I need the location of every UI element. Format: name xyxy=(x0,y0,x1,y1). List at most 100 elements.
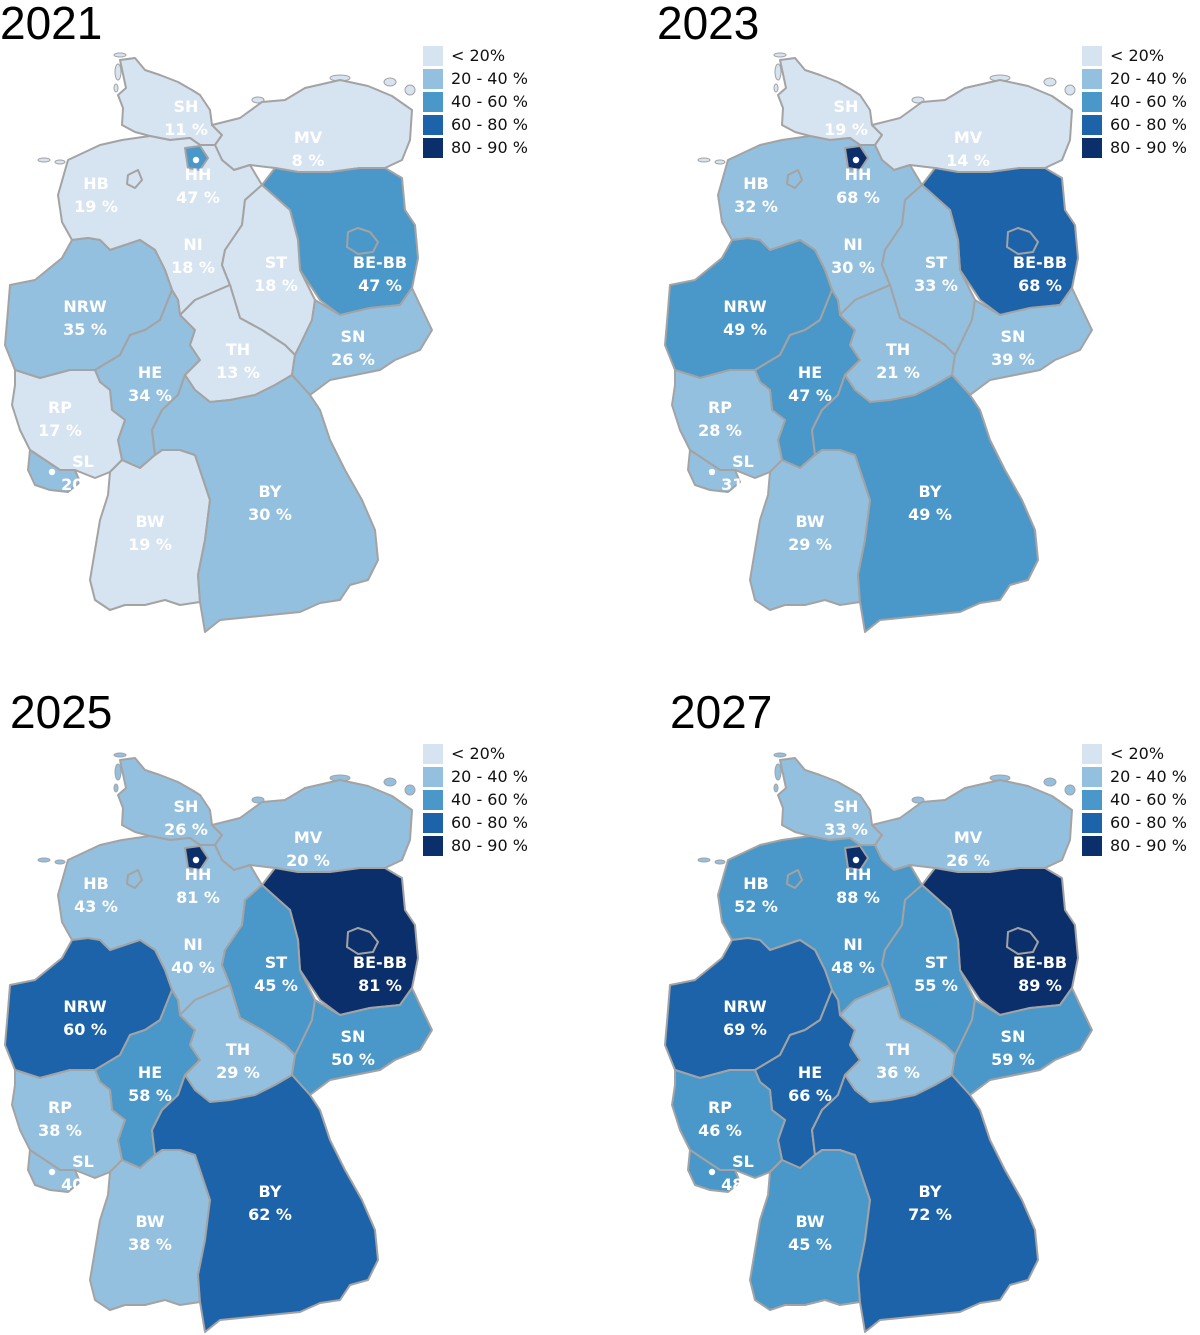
legend-swatch xyxy=(423,115,443,135)
legend-swatch xyxy=(423,790,443,810)
city-dot xyxy=(708,1168,716,1176)
legend-swatch xyxy=(423,767,443,787)
legend-swatch xyxy=(1082,767,1102,787)
island-shape xyxy=(404,84,416,96)
region-value-label: 30 % xyxy=(831,258,875,277)
island-shape xyxy=(383,777,397,787)
legend-label: < 20% xyxy=(451,46,506,65)
region-value-label: 31 % xyxy=(721,475,765,494)
region-value-label: 52 % xyxy=(734,897,778,916)
city-dot xyxy=(852,156,860,164)
legend-label: 40 - 60 % xyxy=(1110,92,1187,111)
region-value-label: 55 % xyxy=(914,976,958,995)
island-shape xyxy=(54,159,66,165)
region-value-label: 48 % xyxy=(721,1175,765,1194)
region-code-label: BY xyxy=(259,1182,282,1201)
island-shape xyxy=(773,83,779,93)
map-panel-2021: 2021 SH 11 % MV 8 % HB 19 % HH 47 % NI 18 % ST 18 %… xyxy=(0,0,600,667)
region-code-label: SN xyxy=(1001,1027,1026,1046)
region-code-label: HB xyxy=(83,174,109,193)
legend-label: < 20% xyxy=(1110,744,1165,763)
region-value-label: 29 % xyxy=(788,535,832,554)
legend-label: 40 - 60 % xyxy=(451,92,528,111)
region-code-label: HH xyxy=(185,165,212,184)
region-code-label: NI xyxy=(183,935,202,954)
region-value-label: 47 % xyxy=(358,276,402,295)
region-value-label: 45 % xyxy=(788,1235,832,1254)
region-code-label: HB xyxy=(83,874,109,893)
legend-swatch xyxy=(1082,46,1102,66)
island-shape xyxy=(1043,77,1057,87)
island-shape xyxy=(1064,84,1076,96)
legend-label: 40 - 60 % xyxy=(1110,790,1187,809)
map-panel-2025: 2025 SH 26 % MV 20 % HB 43 % HH 81 % NI 40 % ST 45 … xyxy=(0,667,600,1334)
legend-label: 80 - 90 % xyxy=(1110,836,1187,855)
island-shape xyxy=(114,763,122,781)
region-code-label: HE xyxy=(798,363,822,382)
region-code-label: RP xyxy=(708,398,732,417)
legend-label: < 20% xyxy=(451,744,506,763)
region-code-label: BW xyxy=(136,512,165,531)
map-year-title: 2025 xyxy=(10,686,113,738)
region-value-label: 50 % xyxy=(331,1050,375,1069)
island-shape xyxy=(113,752,127,758)
region-code-label: SH xyxy=(834,797,859,816)
region-value-label: 88 % xyxy=(836,888,880,907)
island-shape xyxy=(404,784,416,796)
island-shape xyxy=(37,857,51,863)
legend-label: 20 - 40 % xyxy=(451,767,528,786)
region-value-label: 34 % xyxy=(128,386,172,405)
region-code-label: BW xyxy=(796,512,825,531)
region-value-label: 47 % xyxy=(788,386,832,405)
city-dot xyxy=(852,856,860,864)
region-code-label: BY xyxy=(259,482,282,501)
region-value-label: 49 % xyxy=(723,320,767,339)
legend-swatch xyxy=(423,46,443,66)
island-shape xyxy=(113,783,119,793)
region-value-label: 68 % xyxy=(836,188,880,207)
legend-swatch xyxy=(1082,92,1102,112)
island-shape xyxy=(773,52,787,58)
berlin-outline xyxy=(1005,926,1040,956)
region-code-label: ST xyxy=(925,953,948,972)
region-value-label: 35 % xyxy=(63,320,107,339)
region-value-label: 66 % xyxy=(788,1086,832,1105)
region-value-label: 62 % xyxy=(248,1205,292,1224)
region-code-label: BW xyxy=(796,1212,825,1231)
region-code-label: ST xyxy=(925,253,948,272)
germany-map: SH 19 % MV 14 % HB 32 % HH 68 % NI 30 % ST 33 % BE-B… xyxy=(664,52,1093,633)
region-code-label: HB xyxy=(743,174,769,193)
island-shape xyxy=(37,157,51,163)
region-code-label: MV xyxy=(294,828,323,847)
region-code-label: RP xyxy=(708,1098,732,1117)
legend-label: 60 - 80 % xyxy=(1110,813,1187,832)
region-code-label: BW xyxy=(136,1212,165,1231)
region-value-label: 17 % xyxy=(38,421,82,440)
region-code-label: NI xyxy=(183,235,202,254)
region-code-label: NRW xyxy=(723,997,767,1016)
island-shape xyxy=(1043,777,1057,787)
region-value-label: 45 % xyxy=(254,976,298,995)
berlin-outline xyxy=(1005,226,1040,256)
region-code-label: NRW xyxy=(63,297,107,316)
region-value-label: 30 % xyxy=(248,505,292,524)
legend-swatch xyxy=(1082,69,1102,89)
region-code-label: TH xyxy=(886,1040,910,1059)
region-code-label: ST xyxy=(265,253,288,272)
berlin-outline xyxy=(345,226,380,256)
region-code-label: MV xyxy=(954,828,983,847)
region-code-label: BY xyxy=(919,482,942,501)
region-value-label: 40 % xyxy=(171,958,215,977)
legend-swatch xyxy=(423,69,443,89)
legend-label: 60 - 80 % xyxy=(451,115,528,134)
region-value-label: 26 % xyxy=(164,820,208,839)
legend-swatch xyxy=(1082,813,1102,833)
region-value-label: 68 % xyxy=(1018,276,1062,295)
germany-map: SH 26 % MV 20 % HB 43 % HH 81 % NI 40 % ST 45 % BE-B… xyxy=(4,752,433,1333)
region-code-label: HE xyxy=(138,363,162,382)
region-value-label: 33 % xyxy=(914,276,958,295)
region-value-label: 81 % xyxy=(176,888,220,907)
island-shape xyxy=(114,63,122,81)
region-code-label: SL xyxy=(732,452,754,471)
island-shape xyxy=(697,857,711,863)
